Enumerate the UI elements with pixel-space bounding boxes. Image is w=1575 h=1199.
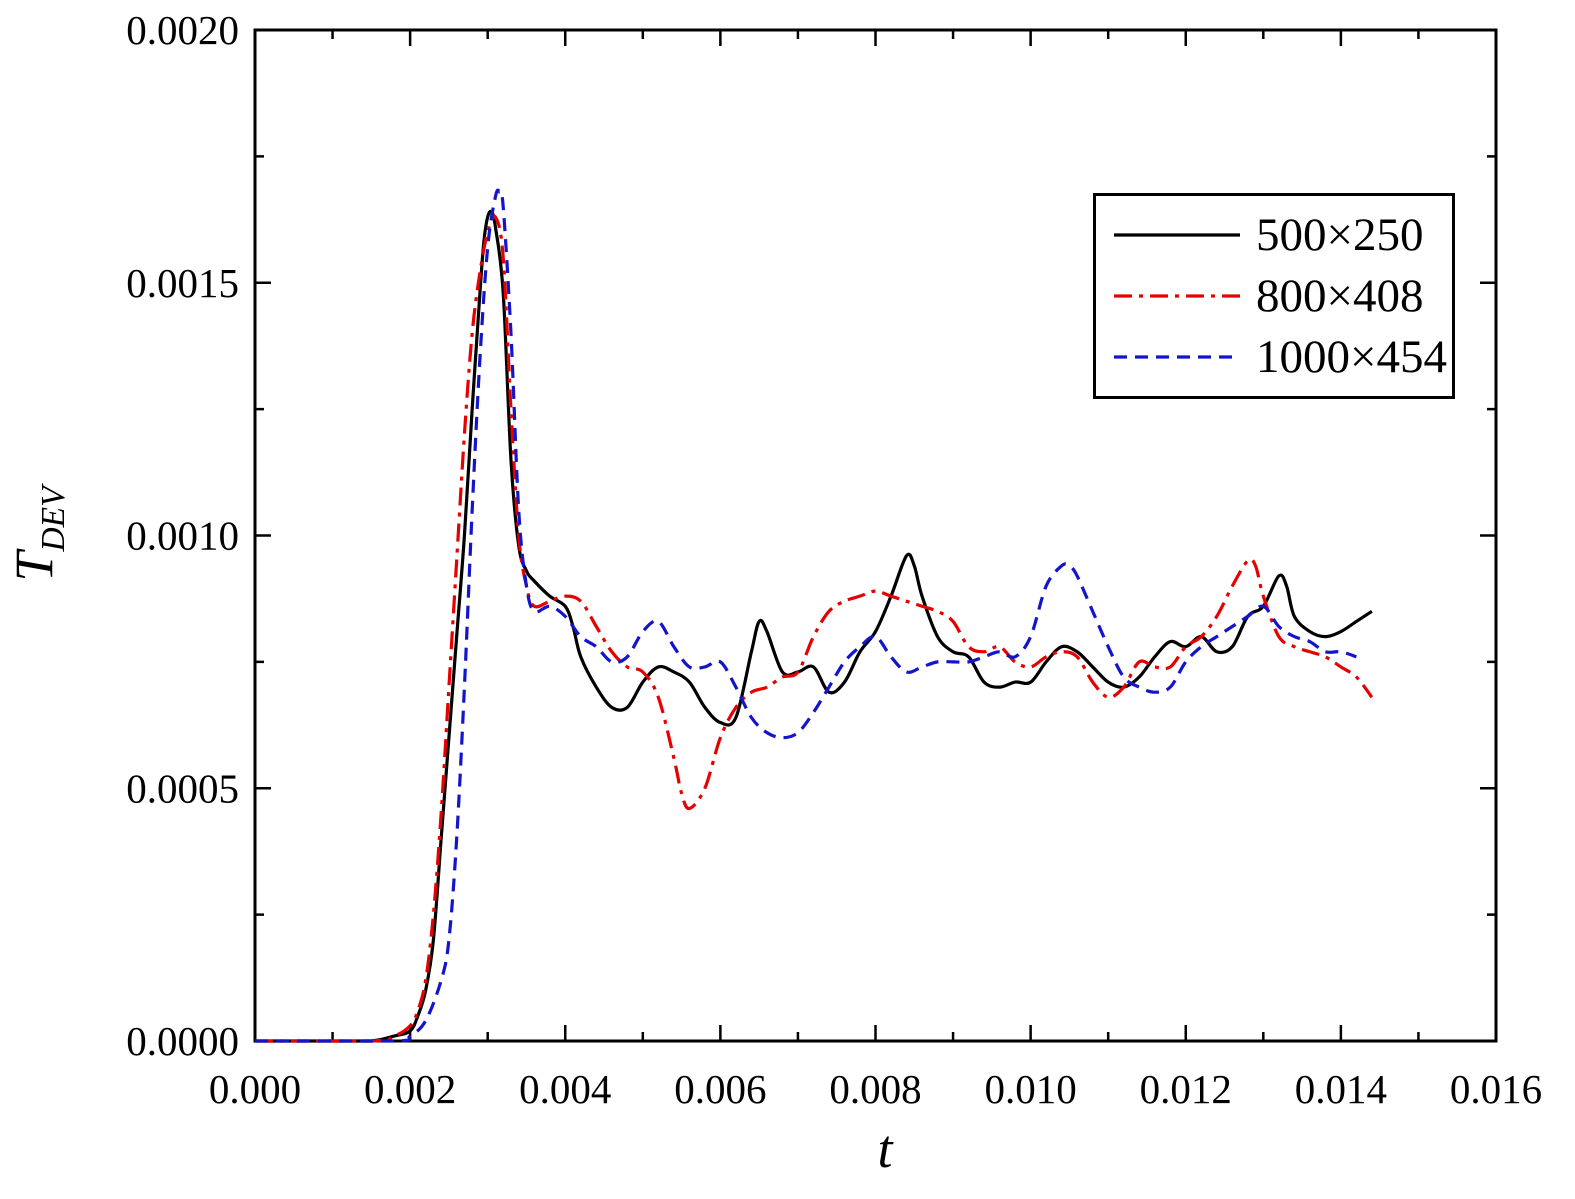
svg-text:0.012: 0.012: [1140, 1066, 1232, 1112]
svg-text:0.014: 0.014: [1295, 1066, 1387, 1112]
legend-line-sample-dashdot: [1114, 294, 1240, 298]
svg-text:0.006: 0.006: [674, 1066, 766, 1112]
svg-text:0.000: 0.000: [209, 1066, 301, 1112]
y-axis-title-sub: DEV: [34, 486, 72, 552]
svg-text:0.004: 0.004: [519, 1066, 611, 1112]
svg-text:0.008: 0.008: [829, 1066, 921, 1112]
legend-label: 1000×454: [1256, 331, 1448, 384]
svg-text:0.0020: 0.0020: [126, 7, 239, 53]
y-axis-title: TDEV: [0, 384, 76, 684]
y-axis-title-main: T: [4, 551, 65, 582]
legend-line-sample-dashed: [1114, 355, 1240, 359]
legend-label: 500×250: [1256, 208, 1424, 261]
legend-item: 500×250: [1096, 208, 1452, 262]
x-axis-title: t: [877, 1119, 893, 1179]
legend-item: 800×408: [1096, 269, 1452, 323]
svg-text:0.002: 0.002: [364, 1066, 456, 1112]
legend: 500×250 800×408 1000×454: [1093, 193, 1455, 399]
svg-text:0.016: 0.016: [1450, 1066, 1542, 1112]
legend-label: 800×408: [1256, 269, 1424, 322]
svg-text:0.0015: 0.0015: [126, 260, 239, 306]
svg-text:0.0000: 0.0000: [126, 1018, 239, 1064]
svg-text:0.0010: 0.0010: [126, 513, 239, 559]
legend-line-sample-solid: [1114, 233, 1240, 237]
svg-text:0.0005: 0.0005: [126, 765, 239, 811]
svg-text:0.010: 0.010: [985, 1066, 1077, 1112]
legend-item: 1000×454: [1096, 330, 1452, 384]
